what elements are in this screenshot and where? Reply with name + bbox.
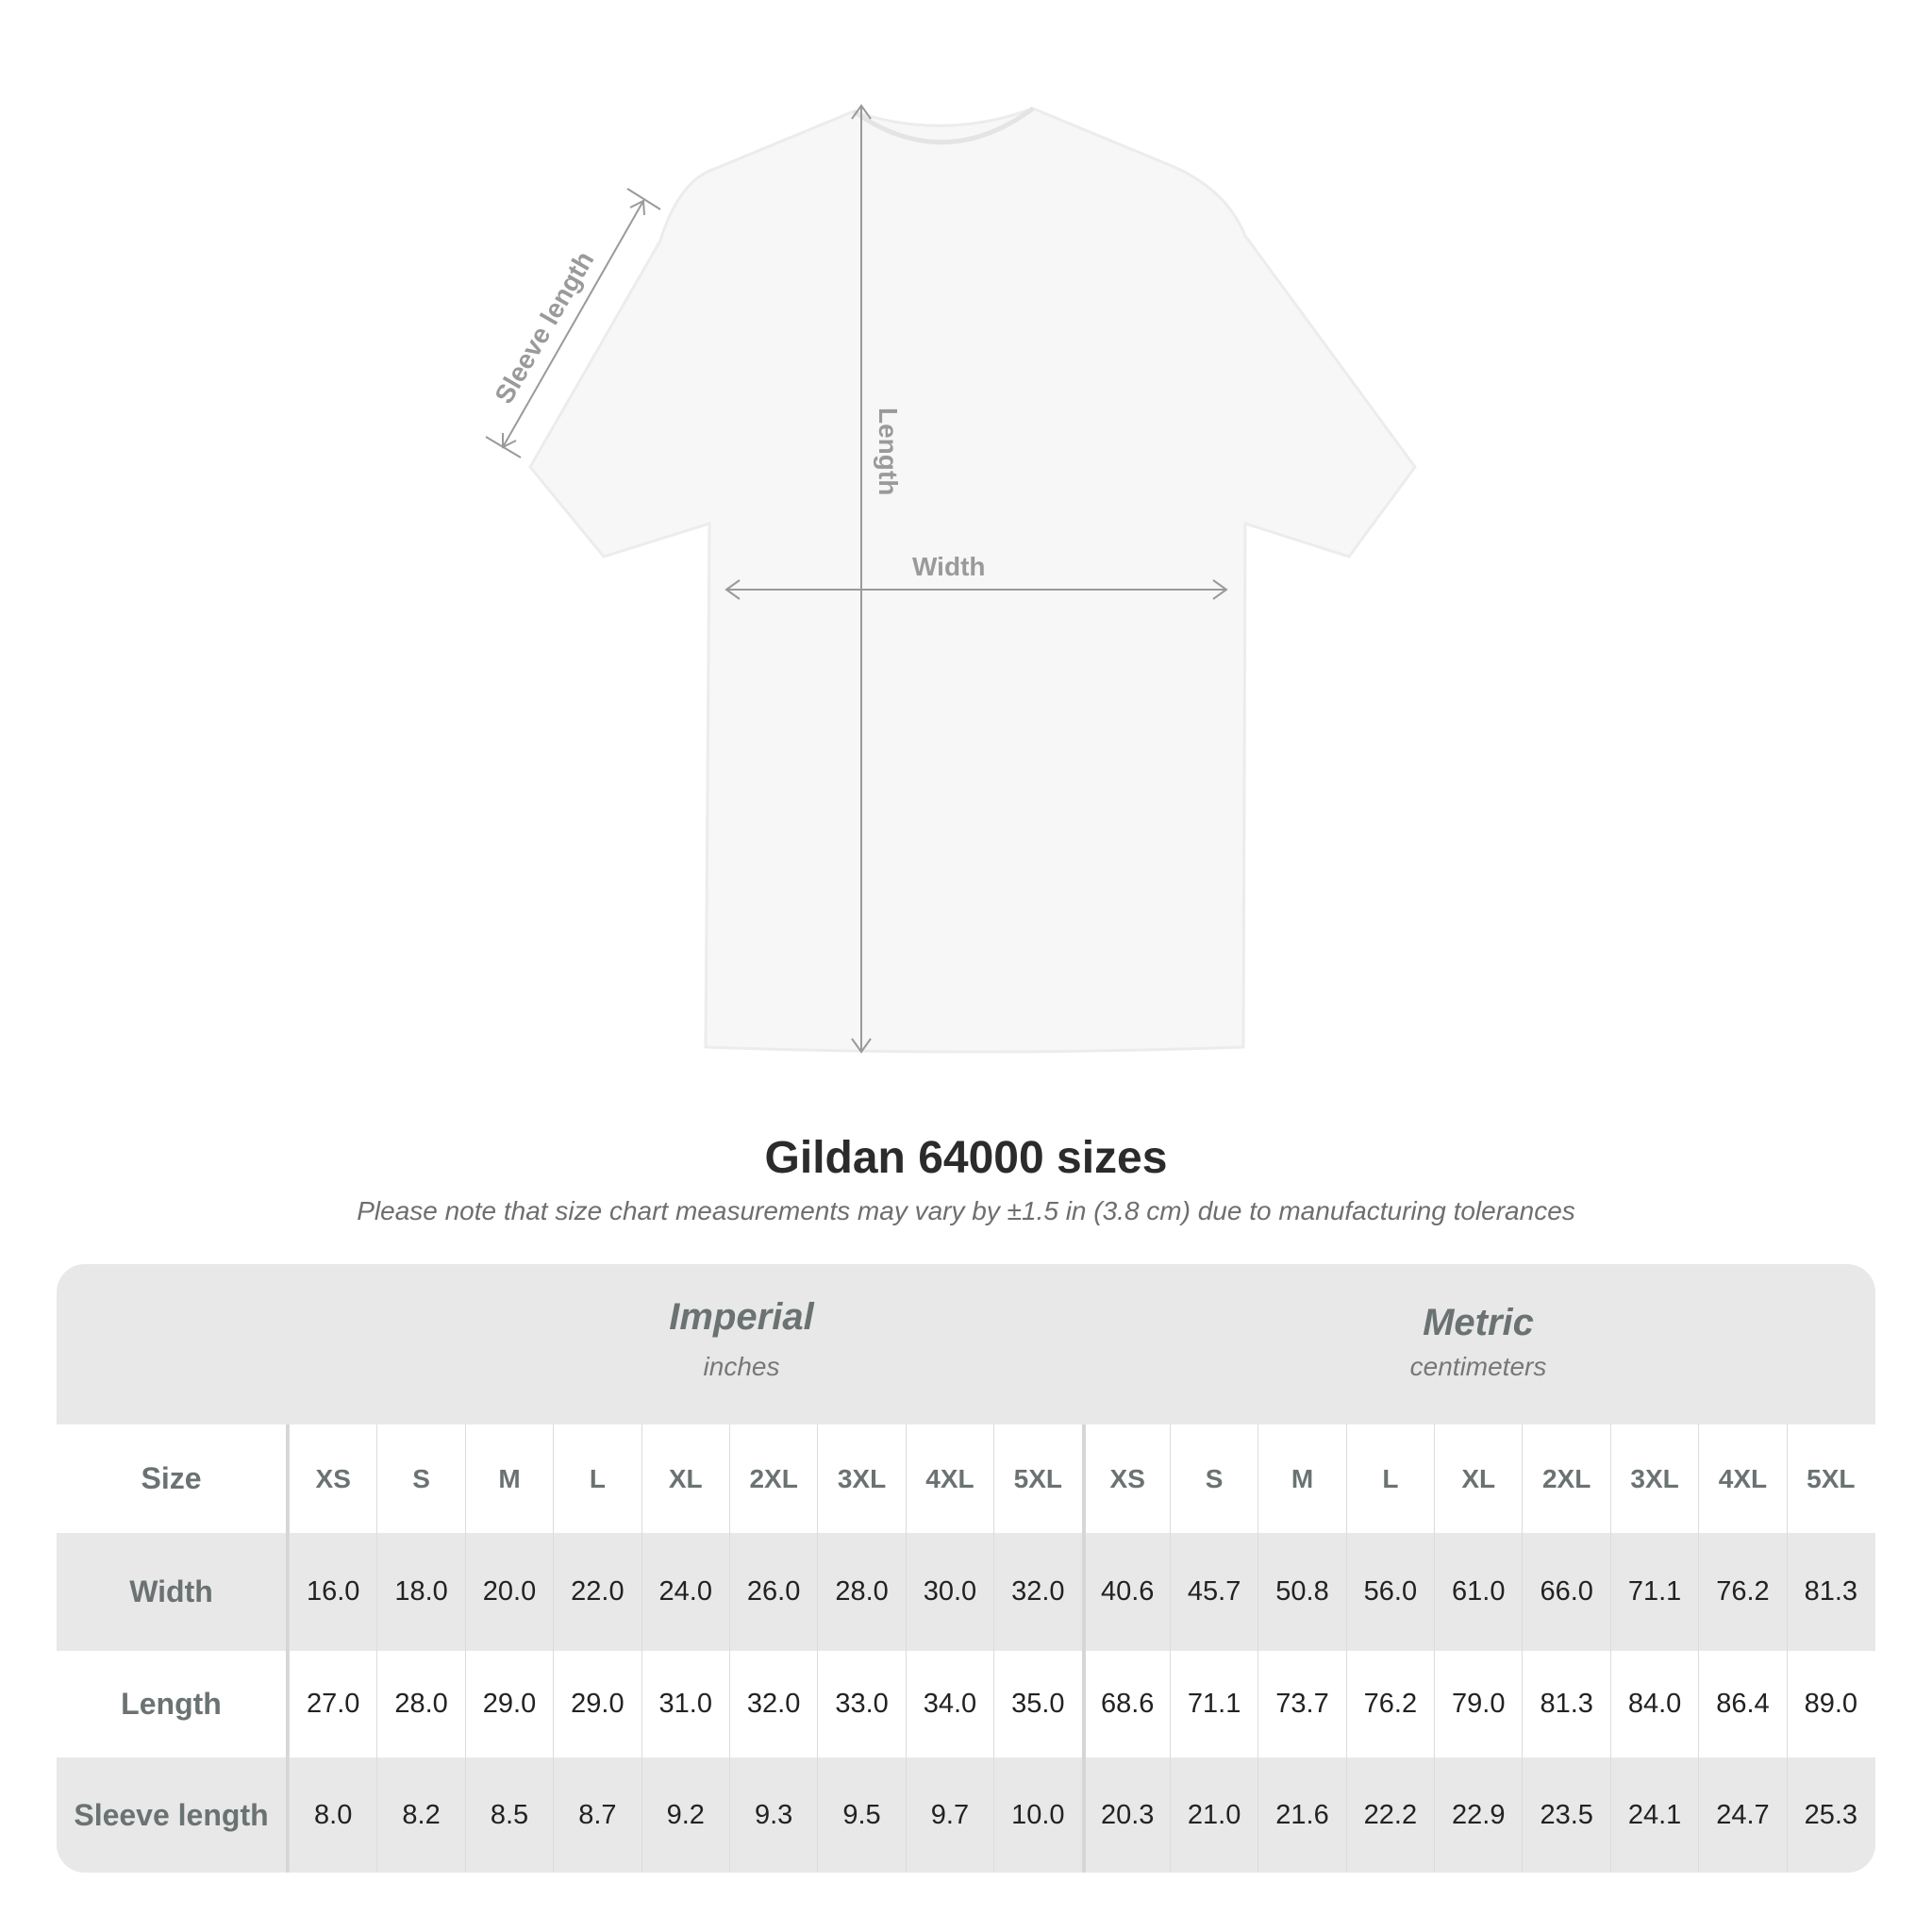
metric-unit: centimeters xyxy=(1409,1352,1547,1381)
table-cell: 56.0 xyxy=(1345,1533,1434,1651)
tshirt-shape xyxy=(528,107,1417,1054)
row-label: Width xyxy=(57,1533,289,1651)
table-cell: 84.0 xyxy=(1609,1651,1698,1757)
table-cell: 40.6 xyxy=(1081,1533,1170,1651)
table-cell: 25.3 xyxy=(1786,1757,1874,1873)
table-cell: 33.0 xyxy=(817,1651,905,1757)
table-cell: 9.5 xyxy=(817,1757,905,1873)
table-cell: 89.0 xyxy=(1786,1651,1874,1757)
size-table: Imperial inches Metric centimeters Size … xyxy=(57,1264,1875,1873)
width-label: Width xyxy=(912,552,986,581)
size-header-cell: 3XL xyxy=(1609,1424,1698,1533)
table-row: Width 16.0 18.0 20.0 22.0 24.0 26.0 28.0 30.0 32… xyxy=(57,1533,1875,1651)
table-cell: 16.0 xyxy=(289,1533,376,1651)
tolerance-note: Please note that size chart measurements… xyxy=(357,1196,1575,1225)
size-header-cell: XS xyxy=(289,1424,376,1533)
table-cell: 29.0 xyxy=(464,1651,553,1757)
table-cell: 20.0 xyxy=(464,1533,553,1651)
table-cell: 68.6 xyxy=(1081,1651,1170,1757)
table-cell: 66.0 xyxy=(1522,1533,1609,1651)
size-header-cell: 2XL xyxy=(1522,1424,1609,1533)
size-header-cell: S xyxy=(376,1424,464,1533)
table-cell: 9.2 xyxy=(641,1757,729,1873)
size-header-cell: 5XL xyxy=(993,1424,1081,1533)
table-cell: 20.3 xyxy=(1081,1757,1170,1873)
table-cell: 8.0 xyxy=(289,1757,376,1873)
table-cell: 61.0 xyxy=(1434,1533,1522,1651)
table-cell: 30.0 xyxy=(905,1533,993,1651)
table-cell: 71.1 xyxy=(1609,1533,1698,1651)
metric-title: Metric xyxy=(1423,1302,1534,1343)
table-cell: 76.2 xyxy=(1698,1533,1786,1651)
table-cell: 23.5 xyxy=(1522,1757,1609,1873)
table-cell: 22.2 xyxy=(1345,1757,1434,1873)
imperial-title: Imperial xyxy=(669,1296,814,1338)
table-cell: 27.0 xyxy=(289,1651,376,1757)
table-cell: 18.0 xyxy=(376,1533,464,1651)
measure-lines xyxy=(485,104,1228,1054)
collar xyxy=(852,106,1035,145)
size-header-cell: 5XL xyxy=(1786,1424,1874,1533)
row-label: Length xyxy=(57,1651,289,1757)
size-header-cell: XL xyxy=(1434,1424,1522,1533)
table-row: Length 27.0 28.0 29.0 29.0 31.0 32.0 33.0 34.0 3… xyxy=(57,1651,1875,1757)
table-cell: 21.0 xyxy=(1169,1757,1257,1873)
row-label: Sleeve length xyxy=(57,1757,289,1873)
table-cell: 9.7 xyxy=(905,1757,993,1873)
table-cell: 9.3 xyxy=(728,1757,817,1873)
table-cell: 26.0 xyxy=(728,1533,817,1651)
size-header-cell: S xyxy=(1169,1424,1257,1533)
page-title: Gildan 64000 sizes xyxy=(764,1133,1168,1183)
table-cell: 24.0 xyxy=(641,1533,729,1651)
table-cell: 22.9 xyxy=(1434,1757,1522,1873)
table-cell: 81.3 xyxy=(1786,1533,1874,1651)
size-label: Size xyxy=(57,1424,289,1533)
size-header-cell: M xyxy=(1257,1424,1345,1533)
size-header-row: Size XS S M L XL 2XL 3XL 4XL 5XL XS S M L XL 2XL 3XL 4XL… xyxy=(57,1424,1875,1533)
size-header-cell: 3XL xyxy=(817,1424,905,1533)
table-cell: 8.5 xyxy=(464,1757,553,1873)
size-header-cell: 4XL xyxy=(1698,1424,1786,1533)
table-cell: 73.7 xyxy=(1257,1651,1345,1757)
table-cell: 28.0 xyxy=(817,1533,905,1651)
table-cell: 21.6 xyxy=(1257,1757,1345,1873)
table-cell: 31.0 xyxy=(641,1651,729,1757)
imperial-header: Imperial inches xyxy=(345,1264,1138,1457)
table-cell: 86.4 xyxy=(1698,1651,1786,1757)
size-header-cell: 4XL xyxy=(905,1424,993,1533)
table-cell: 28.0 xyxy=(376,1651,464,1757)
table-cell: 32.0 xyxy=(993,1533,1081,1651)
table-cell: 8.7 xyxy=(553,1757,641,1873)
metric-header: Metric centimeters xyxy=(1082,1264,1874,1462)
size-header-cell: L xyxy=(1345,1424,1434,1533)
table-cell: 29.0 xyxy=(553,1651,641,1757)
table-cell: 35.0 xyxy=(993,1651,1081,1757)
size-header-cell: XL xyxy=(641,1424,729,1533)
table-cell: 50.8 xyxy=(1257,1533,1345,1651)
size-header-cell: XS xyxy=(1081,1424,1170,1533)
table-cell: 24.7 xyxy=(1698,1757,1786,1873)
table-cell: 71.1 xyxy=(1169,1651,1257,1757)
table-cell: 76.2 xyxy=(1345,1651,1434,1757)
table-cell: 79.0 xyxy=(1434,1651,1522,1757)
tshirt-diagram: Sleeve length Length Width xyxy=(485,104,1417,1054)
table-cell: 81.3 xyxy=(1522,1651,1609,1757)
table-cell: 45.7 xyxy=(1169,1533,1257,1651)
size-header-cell: M xyxy=(464,1424,553,1533)
table-cell: 32.0 xyxy=(728,1651,817,1757)
table-row: Sleeve length 8.0 8.2 8.5 8.7 9.2 9.3 9.5 9.7 10… xyxy=(57,1757,1875,1873)
imperial-unit: inches xyxy=(703,1352,780,1381)
table-cell: 34.0 xyxy=(905,1651,993,1757)
length-label: Length xyxy=(874,408,903,495)
size-header-cell: 2XL xyxy=(728,1424,817,1533)
table-cell: 22.0 xyxy=(553,1533,641,1651)
table-cell: 24.1 xyxy=(1609,1757,1698,1873)
table-cell: 8.2 xyxy=(376,1757,464,1873)
table-cell: 10.0 xyxy=(993,1757,1081,1873)
size-header-cell: L xyxy=(553,1424,641,1533)
